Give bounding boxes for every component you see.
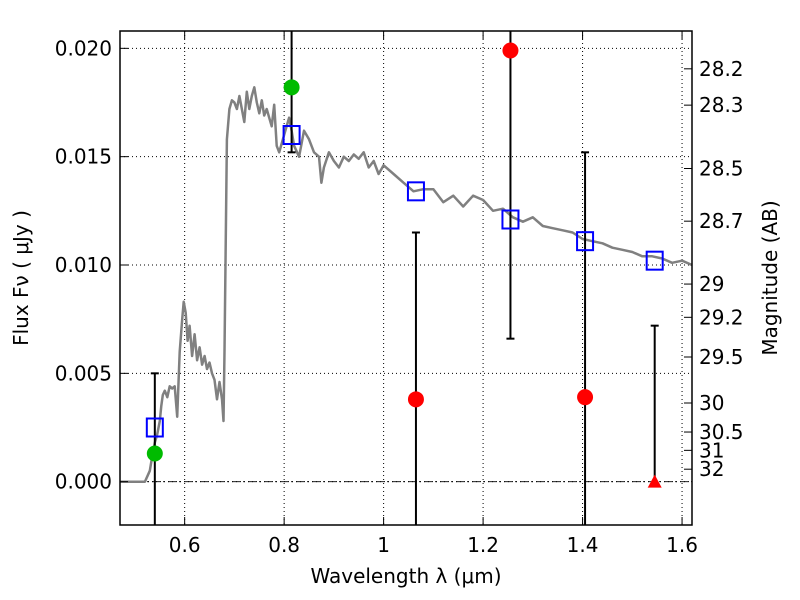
error-bars bbox=[150, 31, 659, 525]
tick-labels: 0.6 0.8 1 1.2 1.4 1.6 0.000 0.005 0.010 0.015 0.02… bbox=[55, 36, 744, 557]
nondetection-point bbox=[407, 391, 424, 408]
model-photometry-square bbox=[282, 125, 301, 145]
model-photometry-square bbox=[406, 181, 425, 202]
mag-tick-label: 31 bbox=[699, 438, 724, 462]
x-tick-label: 1.4 bbox=[567, 533, 599, 557]
y-tick-label: 0.000 bbox=[55, 470, 112, 494]
detection-point bbox=[283, 79, 300, 96]
mag-tick-label: 30.5 bbox=[699, 420, 744, 444]
upper-limit-triangle bbox=[647, 474, 662, 488]
detection-point bbox=[146, 445, 163, 462]
x-tick-label: 1 bbox=[377, 533, 390, 557]
spectrum-series bbox=[120, 86, 693, 483]
spectrum-line bbox=[120, 86, 693, 483]
plot-frame bbox=[119, 30, 693, 526]
grid bbox=[120, 31, 692, 525]
y-axis-label: Flux Fν ( μJy ) bbox=[9, 210, 33, 346]
markers bbox=[145, 42, 664, 488]
x-tick-label: 1.2 bbox=[467, 533, 499, 557]
model-photometry-square bbox=[145, 417, 164, 438]
mag-tick-label: 28.5 bbox=[699, 156, 744, 180]
x-tick-label: 0.6 bbox=[169, 533, 201, 557]
mag-tick-label: 29.5 bbox=[699, 345, 744, 369]
mag-tick-label: 29.2 bbox=[699, 305, 744, 329]
y-tick-label: 0.010 bbox=[55, 253, 112, 277]
mag-tick-label: 28.2 bbox=[699, 57, 744, 81]
mag-tick-label: 28.7 bbox=[699, 209, 744, 233]
x-axis-label: Wavelength λ (μm) bbox=[310, 564, 501, 588]
y-tick-label: 0.020 bbox=[55, 36, 112, 60]
y-tick-label: 0.005 bbox=[55, 361, 112, 385]
model-photometry-square bbox=[645, 250, 664, 271]
nondetection-point bbox=[502, 42, 519, 59]
ticks bbox=[120, 31, 692, 525]
x-tick-label: 0.8 bbox=[268, 533, 300, 557]
mag-tick-label: 30 bbox=[699, 391, 724, 415]
model-photometry-square bbox=[576, 231, 595, 252]
y-tick-label: 0.015 bbox=[55, 145, 112, 169]
y2-axis-label: Magnitude (AB) bbox=[758, 200, 782, 355]
x-tick-label: 1.6 bbox=[666, 533, 698, 557]
mag-tick-label: 29 bbox=[699, 272, 724, 296]
mag-tick-label: 32 bbox=[699, 457, 724, 481]
mag-tick-label: 28.3 bbox=[699, 93, 744, 117]
model-photometry-square bbox=[501, 209, 520, 230]
nondetection-point bbox=[577, 389, 594, 406]
